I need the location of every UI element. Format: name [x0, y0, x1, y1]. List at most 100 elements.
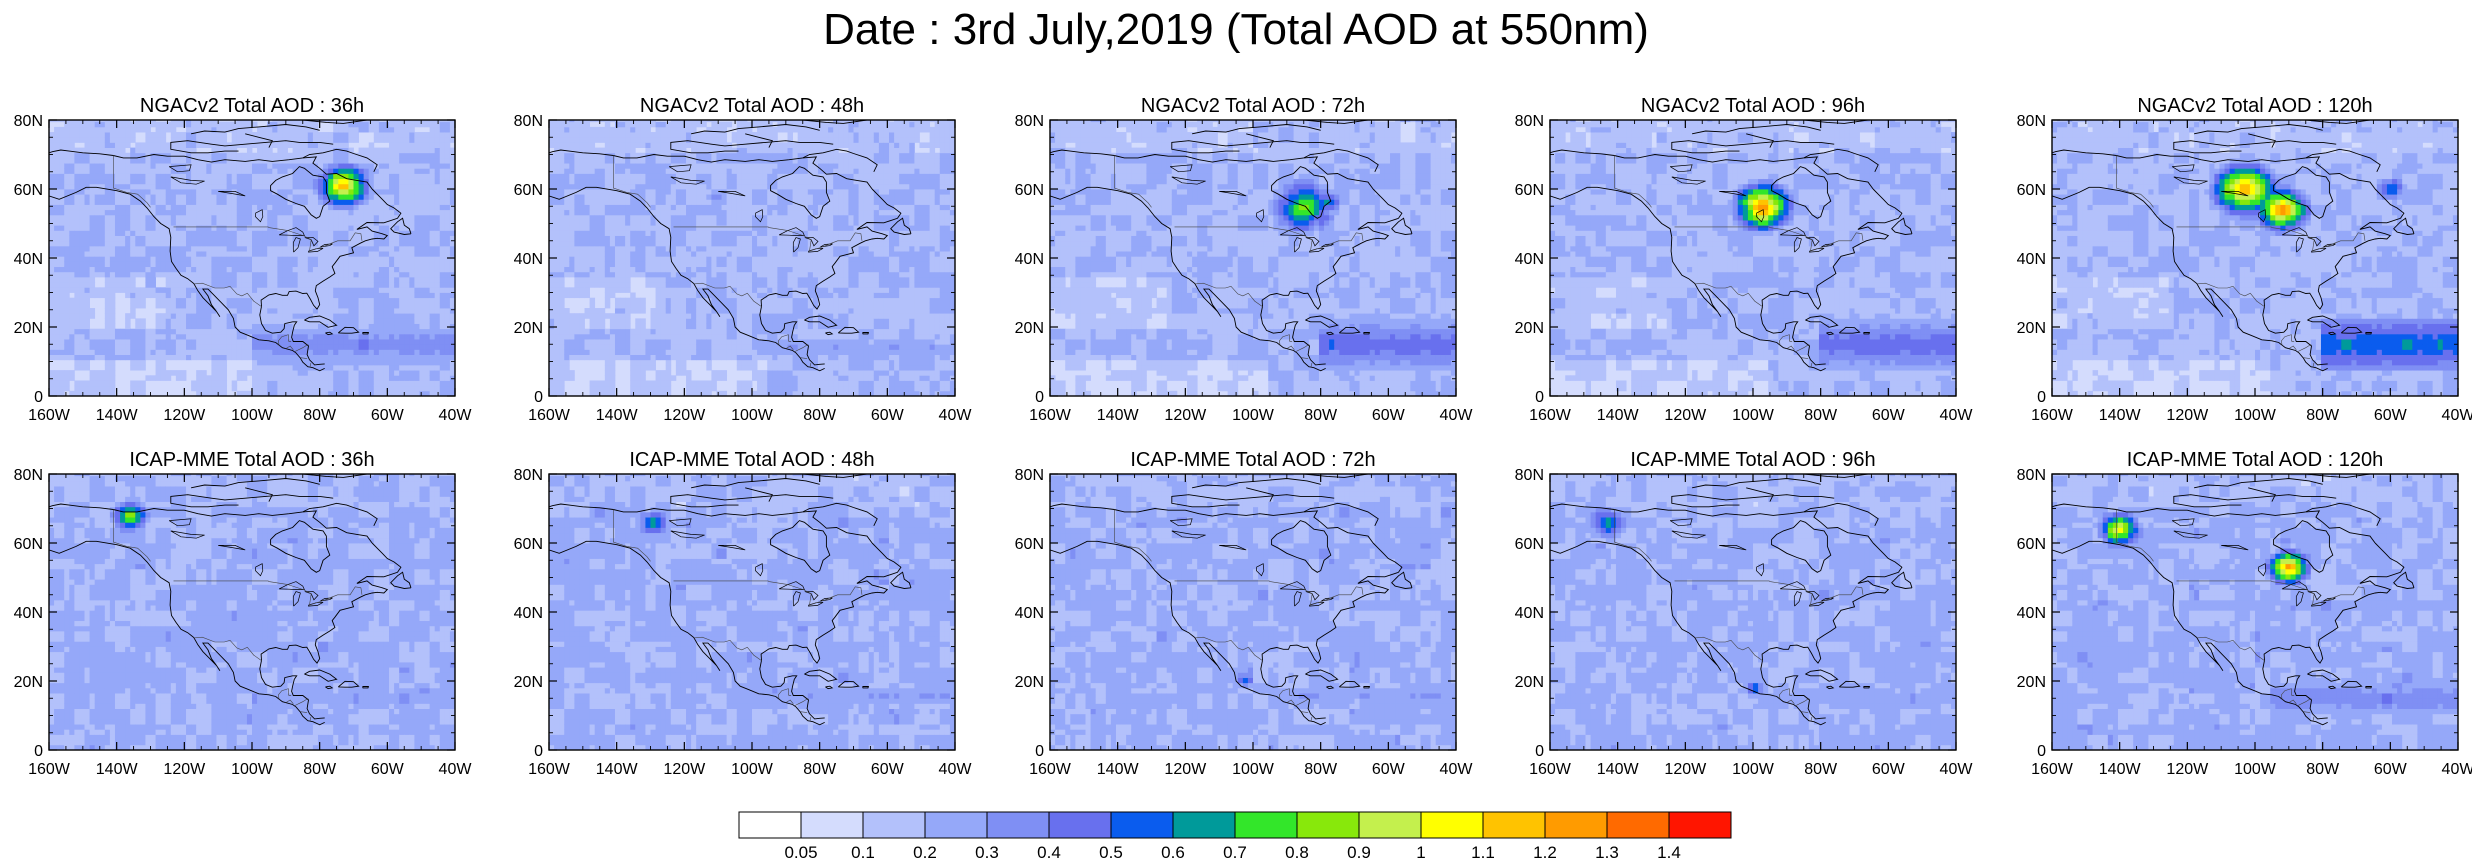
figure-title: Date : 3rd July,2019 (Total AOD at 550nm…	[0, 2, 2472, 58]
colorbar-label: 0.9	[1347, 843, 1371, 862]
lon-tick-label: 80W	[803, 761, 837, 778]
map-panel: ICAP-MME Total AOD : 120h 160W 140W 120W 100…	[2017, 449, 2472, 778]
lon-tick-label: 60W	[871, 407, 905, 424]
colorbar-label: 0.05	[784, 843, 817, 862]
coastlines	[1550, 474, 1913, 726]
aod-map: 160W 140W 120W 100W 80W 60W 40W 0 20N 40N 60N 80N	[514, 113, 973, 424]
colorbar-label: 1.2	[1533, 843, 1557, 862]
map-axes: 160W 140W 120W 100W 80W 60W 40W 0 20N 40N 60N 80N	[1015, 467, 1474, 778]
lon-tick-label: 40W	[2442, 761, 2472, 778]
lon-tick-label: 160W	[1029, 407, 1072, 424]
aod-field	[1550, 120, 1956, 396]
lon-tick-label: 60W	[1872, 407, 1906, 424]
lat-tick-label: 0	[34, 389, 43, 406]
lon-tick-label: 140W	[96, 407, 139, 424]
colorbar-label: 0.3	[975, 843, 999, 862]
lat-tick-label: 0	[534, 743, 543, 760]
panel-title: ICAP-MME Total AOD : 72h	[1050, 448, 1456, 472]
aod-map: 160W 140W 120W 100W 80W 60W 40W 0 20N 40N 60N 80N	[514, 467, 973, 778]
map-panel: NGACv2 Total AOD : 120h 160W 140W 120W 100W 8…	[2017, 95, 2472, 424]
political-borders	[613, 509, 863, 722]
coastlines	[549, 120, 912, 372]
coastlines	[49, 120, 412, 372]
colorbar-swatch	[1544, 811, 1608, 839]
aod-map: 160W 140W 120W 100W 80W 60W 40W 0 20N 40N 60N 80N	[14, 467, 473, 778]
lon-tick-label: 120W	[163, 761, 206, 778]
lon-tick-label: 140W	[1097, 761, 1140, 778]
aod-field	[2052, 120, 2458, 396]
colorbar-label: 0.4	[1037, 843, 1061, 862]
aod-field	[49, 474, 455, 750]
lon-tick-label: 140W	[2099, 407, 2142, 424]
colorbar-label: 0.2	[913, 843, 937, 862]
panel-title: NGACv2 Total AOD : 96h	[1550, 94, 1956, 118]
lon-tick-label: 40W	[439, 407, 473, 424]
map-axes: 160W 140W 120W 100W 80W 60W 40W 0 20N 40N 60N 80N	[2017, 467, 2472, 778]
lat-tick-label: 40N	[14, 605, 43, 622]
colorbar-swatch	[862, 811, 926, 839]
map-panel: ICAP-MME Total AOD : 72h 160W 140W 120W 100W…	[1015, 449, 1474, 778]
lon-tick-label: 80W	[1304, 407, 1338, 424]
lat-tick-label: 80N	[514, 113, 543, 130]
lat-tick-label: 0	[1035, 389, 1044, 406]
colorbar-swatch	[1358, 811, 1422, 839]
colorbar-swatch	[1296, 811, 1360, 839]
coastlines	[1050, 120, 1413, 372]
map-axes: 160W 140W 120W 100W 80W 60W 40W 0 20N 40N 60N 80N	[1515, 467, 1974, 778]
coastlines	[2052, 120, 2415, 372]
panel-title: ICAP-MME Total AOD : 48h	[549, 448, 955, 472]
lat-tick-label: 80N	[1515, 467, 1544, 484]
lon-tick-label: 120W	[1164, 407, 1207, 424]
aod-field	[549, 120, 955, 396]
lon-tick-label: 140W	[1597, 761, 1640, 778]
lat-tick-label: 60N	[2017, 536, 2046, 553]
map-panel: NGACv2 Total AOD : 48h 160W 140W 120W 100W 80…	[514, 95, 973, 424]
lon-tick-label: 120W	[663, 407, 706, 424]
lat-tick-label: 80N	[1015, 467, 1044, 484]
coastlines	[1050, 474, 1413, 726]
lon-tick-label: 80W	[2306, 407, 2340, 424]
colorbar-label: 1.3	[1595, 843, 1619, 862]
lon-tick-label: 140W	[2099, 761, 2142, 778]
lat-tick-label: 20N	[14, 320, 43, 337]
lon-tick-label: 60W	[1372, 761, 1406, 778]
lon-tick-label: 80W	[303, 761, 337, 778]
aod-map: 160W 140W 120W 100W 80W 60W 40W 0 20N 40N 60N 80N	[1015, 113, 1474, 424]
lat-tick-label: 20N	[1515, 674, 1544, 691]
lon-tick-label: 40W	[1940, 761, 1974, 778]
lon-tick-label: 140W	[1097, 407, 1140, 424]
lat-tick-label: 60N	[514, 536, 543, 553]
lon-tick-label: 140W	[96, 761, 139, 778]
colorbar-label: 0.5	[1099, 843, 1123, 862]
lat-tick-label: 0	[1535, 743, 1544, 760]
lon-tick-label: 100W	[1732, 407, 1775, 424]
lat-tick-label: 80N	[1015, 113, 1044, 130]
lat-tick-label: 40N	[14, 251, 43, 268]
lat-tick-label: 60N	[1015, 182, 1044, 199]
political-borders	[113, 155, 363, 368]
map-panel: NGACv2 Total AOD : 96h 160W 140W 120W 100W 80…	[1515, 95, 1974, 424]
lat-tick-label: 0	[1535, 389, 1544, 406]
lon-tick-label: 160W	[2031, 761, 2074, 778]
colorbar-label: 0.1	[851, 843, 875, 862]
lon-tick-label: 100W	[731, 761, 774, 778]
panel-title: NGACv2 Total AOD : 48h	[549, 94, 955, 118]
lon-tick-label: 60W	[871, 761, 905, 778]
aod-field	[1050, 120, 1456, 396]
map-axes: 160W 140W 120W 100W 80W 60W 40W 0 20N 40N 60N 80N	[514, 113, 973, 424]
colorbar-swatch	[1234, 811, 1298, 839]
aod-field	[2052, 474, 2458, 750]
lon-tick-label: 100W	[1232, 407, 1275, 424]
lon-tick-label: 60W	[371, 761, 405, 778]
colorbar-label: 0.7	[1223, 843, 1247, 862]
panel-title: NGACv2 Total AOD : 72h	[1050, 94, 1456, 118]
lon-tick-label: 120W	[1164, 761, 1207, 778]
lon-tick-label: 100W	[1732, 761, 1775, 778]
lon-tick-label: 60W	[371, 407, 405, 424]
lon-tick-label: 40W	[939, 761, 973, 778]
lon-tick-label: 40W	[1940, 407, 1974, 424]
lat-tick-label: 80N	[2017, 113, 2046, 130]
lat-tick-label: 60N	[514, 182, 543, 199]
lon-tick-label: 80W	[1304, 761, 1338, 778]
aod-map: 160W 140W 120W 100W 80W 60W 40W 0 20N 40N 60N 80N	[14, 113, 473, 424]
